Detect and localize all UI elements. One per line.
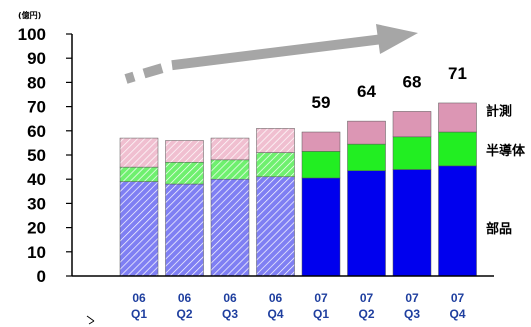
segment-label-1: 半導体: [486, 143, 526, 159]
x-tick-year-3: 06: [269, 291, 283, 305]
segment-label-2: 計測: [486, 103, 512, 119]
bar-segment-7-0: [438, 165, 477, 277]
bar-segment-7-2: [438, 102, 477, 133]
bar-segment-1-2: [165, 140, 204, 163]
x-tick-quarter-2: Q3: [222, 307, 238, 321]
bar-segment-6-0: [392, 169, 432, 277]
segment-label-0: 部品: [486, 221, 512, 237]
x-tick-year-1: 06: [178, 291, 192, 305]
bar-segment-5-0: [347, 170, 386, 277]
bar-segment-2-2: [210, 137, 250, 161]
x-tick-year-2: 06: [223, 291, 237, 305]
bar-segment-0-2: [119, 137, 159, 168]
bar-segment-1-1: [165, 162, 204, 185]
x-tick-quarter-5: Q2: [358, 307, 374, 321]
x-tick-quarter-4: Q1: [313, 307, 329, 321]
bar-segment-1-0: [165, 183, 204, 277]
y-tick-label: 10: [27, 243, 46, 262]
total-label-6: 68: [403, 72, 422, 91]
bar-segment-4-1: [301, 151, 341, 179]
bar-segment-4-0: [301, 177, 341, 277]
x-tick-year-4: 07: [314, 291, 328, 305]
trend-arrow-dash-1: [124, 71, 136, 84]
x-tick-quarter-3: Q4: [267, 307, 283, 321]
bar-segment-6-1: [392, 136, 432, 170]
x-tick-quarter-0: Q1: [131, 307, 147, 321]
y-tick-label: 80: [27, 73, 46, 92]
y-tick-label: 0: [37, 267, 46, 286]
bar-segment-0-1: [119, 166, 159, 182]
y-axis: 0 10 20 30 40 50 60 70 80 90 100: [18, 25, 73, 286]
corner-mark: [86, 315, 95, 325]
trend-arrow-dash-2: [142, 63, 164, 79]
x-axis: 06 Q1 06 Q2 06 Q3 06 Q4 07 Q1 07 Q2 07 Q3 07 Q4: [72, 275, 494, 321]
bar-segment-6-2: [392, 111, 432, 138]
bar-segment-7-1: [438, 131, 477, 167]
bar-segment-2-0: [210, 178, 250, 277]
y-tick-label: 60: [27, 122, 46, 141]
trend-arrow-shaft: [171, 34, 384, 71]
x-tick-year-6: 07: [405, 291, 419, 305]
bar-segment-5-2: [347, 120, 386, 145]
y-tick-label: 70: [27, 98, 46, 117]
total-label-5: 64: [357, 82, 376, 101]
total-label-7: 71: [448, 64, 467, 83]
x-tick-year-0: 06: [132, 291, 146, 305]
total-label-4: 59: [312, 93, 331, 112]
bars: [119, 102, 477, 277]
x-tick-quarter-6: Q3: [404, 307, 420, 321]
bar-segment-3-2: [256, 128, 295, 153]
bar-segment-3-1: [256, 152, 295, 178]
bar-segment-0-0: [119, 181, 159, 277]
y-tick-label: 90: [27, 49, 46, 68]
trend-arrow: [124, 24, 418, 84]
y-tick-label: 100: [18, 25, 46, 44]
bar-segment-2-1: [210, 159, 250, 180]
y-tick-label: 50: [27, 146, 46, 165]
total-labels: 59 64 68 71: [312, 64, 467, 112]
y-tick-label: 40: [27, 170, 46, 189]
unit-label: (億円): [18, 10, 41, 20]
y-tick-label: 30: [27, 194, 46, 213]
y-tick-label: 20: [27, 219, 46, 238]
bar-segment-3-0: [256, 176, 295, 277]
x-tick-year-7: 07: [451, 291, 465, 305]
x-tick-quarter-7: Q4: [449, 307, 465, 321]
trend-arrow-head: [376, 24, 418, 54]
x-tick-year-5: 07: [360, 291, 374, 305]
bar-segment-4-2: [301, 131, 341, 152]
x-tick-quarter-1: Q2: [176, 307, 192, 321]
bar-segment-5-1: [347, 143, 386, 171]
